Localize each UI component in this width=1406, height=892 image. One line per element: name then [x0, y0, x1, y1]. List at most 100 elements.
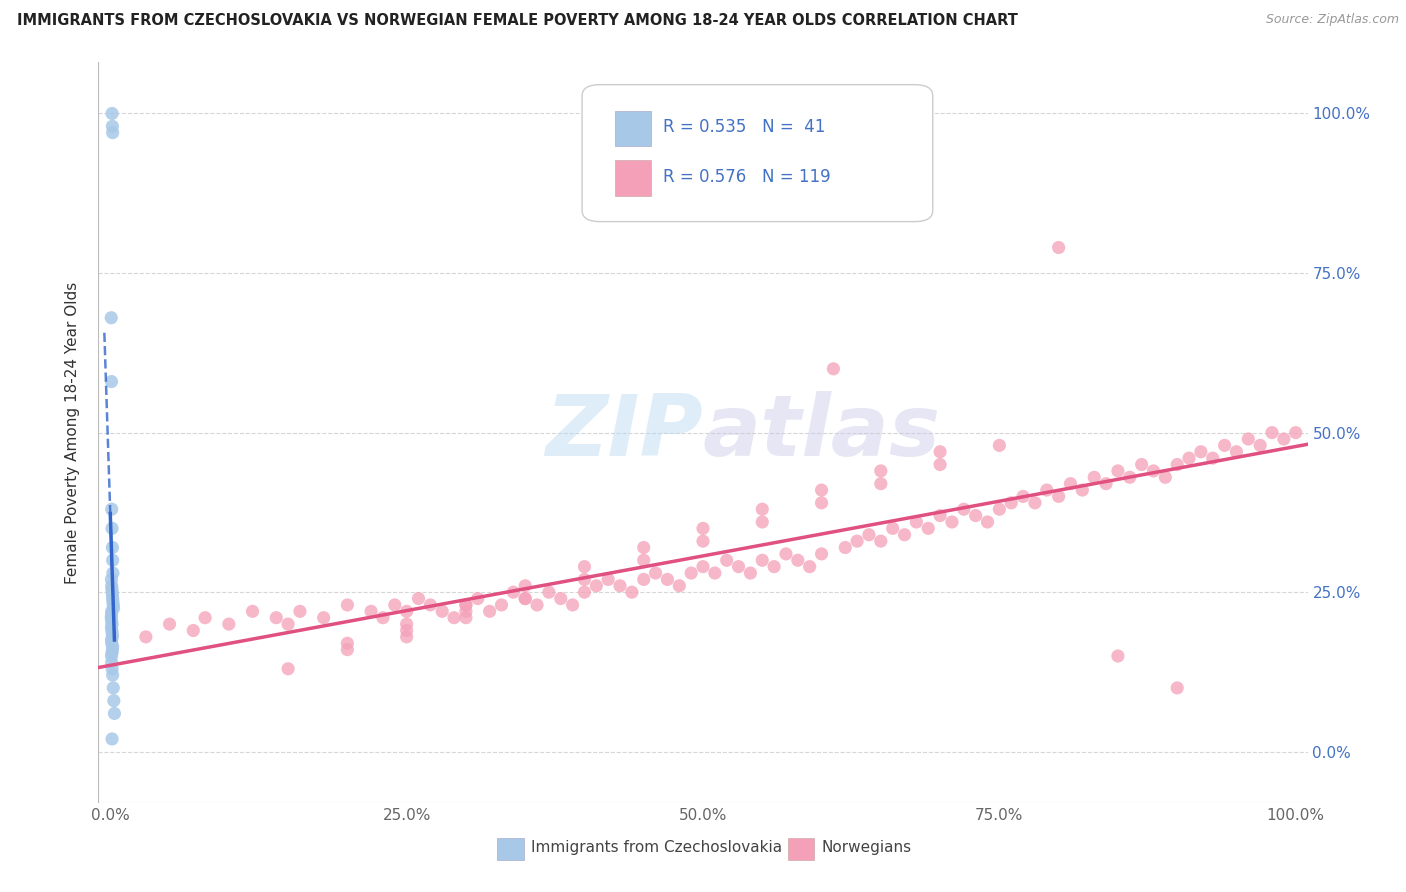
- Point: [100, 375, 122, 389]
- Point: [101, 585, 124, 599]
- Point: [515, 579, 537, 593]
- Point: [786, 553, 808, 567]
- Point: [100, 611, 122, 625]
- Text: Immigrants from Czechoslovakia: Immigrants from Czechoslovakia: [531, 839, 782, 855]
- Point: [100, 604, 122, 618]
- Point: [1059, 476, 1081, 491]
- Point: [101, 617, 124, 632]
- Point: [1047, 240, 1070, 255]
- Point: [917, 521, 939, 535]
- Point: [893, 527, 915, 541]
- Point: [478, 604, 501, 618]
- Point: [100, 573, 122, 587]
- Point: [277, 662, 299, 676]
- Point: [101, 120, 124, 134]
- Point: [620, 585, 643, 599]
- Point: [703, 566, 725, 580]
- Text: atlas: atlas: [703, 391, 941, 475]
- Point: [103, 706, 125, 721]
- Point: [288, 604, 311, 618]
- Point: [336, 598, 359, 612]
- Point: [574, 559, 596, 574]
- Point: [100, 636, 122, 650]
- Point: [929, 458, 952, 472]
- Point: [681, 566, 703, 580]
- Point: [1071, 483, 1094, 497]
- Point: [1119, 470, 1142, 484]
- Point: [336, 642, 359, 657]
- Point: [692, 534, 714, 549]
- Point: [100, 648, 122, 663]
- Point: [1225, 444, 1247, 458]
- Point: [585, 579, 607, 593]
- Point: [395, 630, 418, 644]
- Point: [574, 573, 596, 587]
- Point: [515, 591, 537, 606]
- Point: [103, 598, 125, 612]
- Point: [360, 604, 382, 618]
- Text: Norwegians: Norwegians: [821, 839, 911, 855]
- Point: [657, 573, 679, 587]
- Point: [101, 731, 124, 746]
- Point: [101, 106, 124, 120]
- Point: [1261, 425, 1284, 440]
- Point: [384, 598, 406, 612]
- Point: [869, 476, 891, 491]
- Point: [692, 559, 714, 574]
- Point: [1237, 432, 1260, 446]
- Text: ZIP: ZIP: [546, 391, 703, 475]
- Point: [100, 620, 122, 634]
- Point: [218, 617, 240, 632]
- Point: [103, 694, 125, 708]
- Point: [101, 126, 124, 140]
- Point: [598, 573, 620, 587]
- Point: [101, 553, 124, 567]
- Point: [181, 624, 204, 638]
- Point: [561, 598, 583, 612]
- Point: [668, 579, 690, 593]
- Point: [834, 541, 856, 555]
- Point: [1000, 496, 1022, 510]
- Point: [727, 559, 749, 574]
- Point: [633, 541, 655, 555]
- Point: [101, 541, 124, 555]
- FancyBboxPatch shape: [582, 85, 932, 221]
- Point: [1285, 425, 1308, 440]
- Point: [1272, 432, 1295, 446]
- Point: [751, 515, 773, 529]
- Point: [905, 515, 928, 529]
- Point: [100, 614, 122, 628]
- Point: [1154, 470, 1177, 484]
- Point: [103, 601, 125, 615]
- Point: [408, 591, 430, 606]
- Point: [395, 624, 418, 638]
- Point: [100, 310, 122, 325]
- Point: [491, 598, 513, 612]
- Point: [312, 611, 335, 625]
- Point: [159, 617, 181, 632]
- Point: [101, 626, 124, 640]
- Point: [1083, 470, 1105, 484]
- Point: [799, 559, 821, 574]
- Point: [869, 534, 891, 549]
- Point: [1095, 476, 1118, 491]
- Point: [100, 633, 122, 648]
- Point: [454, 604, 477, 618]
- Point: [101, 624, 124, 638]
- Point: [882, 521, 904, 535]
- Point: [1142, 464, 1164, 478]
- Point: [101, 521, 124, 535]
- Point: [574, 585, 596, 599]
- Point: [537, 585, 560, 599]
- Point: [264, 611, 287, 625]
- Point: [740, 566, 762, 580]
- Point: [101, 588, 124, 602]
- Point: [242, 604, 264, 618]
- Point: [454, 611, 477, 625]
- Point: [633, 573, 655, 587]
- Point: [965, 508, 987, 523]
- Point: [1202, 451, 1225, 466]
- Point: [1012, 490, 1035, 504]
- Point: [609, 579, 631, 593]
- Point: [395, 604, 418, 618]
